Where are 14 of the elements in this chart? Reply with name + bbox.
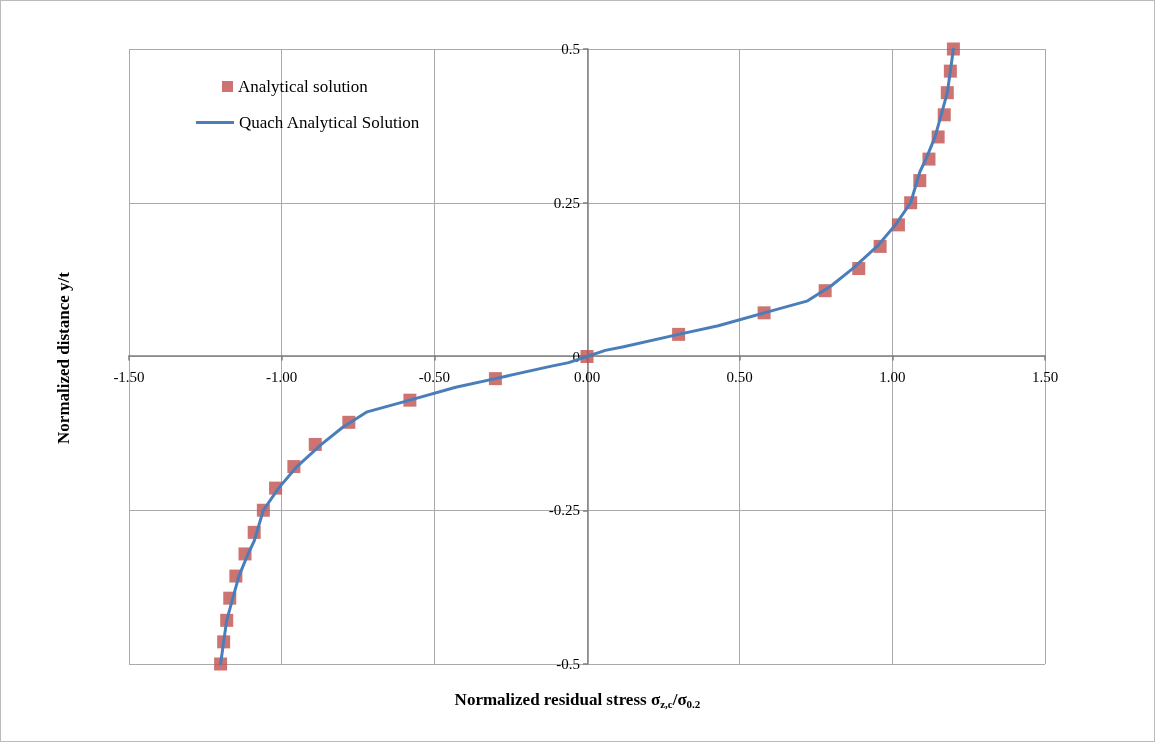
x-tick-label: -1.00 <box>266 369 298 385</box>
y-axis-title: Normalized distance y/t <box>53 271 73 444</box>
x-tick-label: -1.50 <box>113 369 145 385</box>
y-tick-label: 0.5 <box>561 41 580 57</box>
x-tick-label: 0.50 <box>726 369 753 385</box>
x-tick-label: 0.00 <box>573 369 601 385</box>
x-tick-label: 1.00 <box>879 369 906 385</box>
legend-label: Analytical solution <box>238 77 369 96</box>
x-tick-label: 1.50 <box>1031 369 1059 385</box>
legend-label: Quach Analytical Solution <box>239 113 420 132</box>
y-tick-label: 0.25 <box>553 194 580 211</box>
x-tick-label: -0.50 <box>418 369 450 385</box>
y-tick-label: -0.25 <box>548 502 580 519</box>
y-tick-label: -0.5 <box>556 656 580 672</box>
